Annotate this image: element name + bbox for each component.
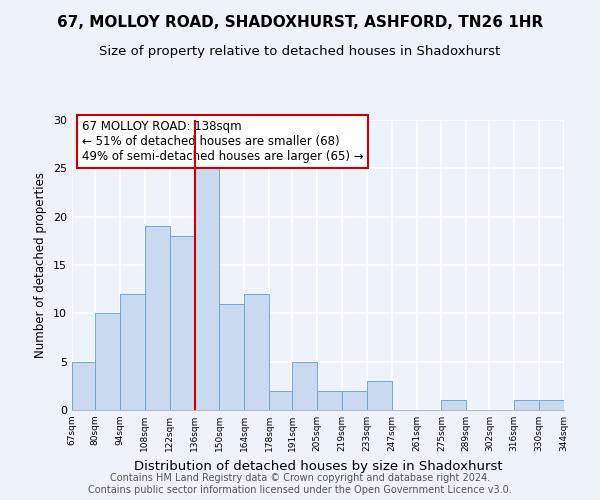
Bar	[342, 390, 367, 410]
X-axis label: Distribution of detached houses by size in Shadoxhurst: Distribution of detached houses by size …	[134, 460, 502, 472]
Bar	[72, 362, 95, 410]
Bar	[120, 294, 145, 410]
Text: Contains HM Land Registry data © Crown copyright and database right 2024.
Contai: Contains HM Land Registry data © Crown c…	[88, 474, 512, 495]
Text: Size of property relative to detached houses in Shadoxhurst: Size of property relative to detached ho…	[100, 45, 500, 58]
Bar	[269, 390, 292, 410]
Bar	[220, 304, 244, 410]
Bar	[95, 314, 120, 410]
Bar	[367, 381, 392, 410]
Bar	[317, 390, 342, 410]
Text: 67 MOLLOY ROAD: 138sqm
← 51% of detached houses are smaller (68)
49% of semi-det: 67 MOLLOY ROAD: 138sqm ← 51% of detached…	[82, 120, 364, 163]
Bar	[514, 400, 539, 410]
Bar	[292, 362, 317, 410]
Bar	[194, 168, 220, 410]
Bar	[442, 400, 466, 410]
Bar	[170, 236, 194, 410]
Bar	[539, 400, 564, 410]
Text: 67, MOLLOY ROAD, SHADOXHURST, ASHFORD, TN26 1HR: 67, MOLLOY ROAD, SHADOXHURST, ASHFORD, T…	[57, 15, 543, 30]
Bar	[145, 226, 170, 410]
Bar	[244, 294, 269, 410]
Y-axis label: Number of detached properties: Number of detached properties	[34, 172, 47, 358]
